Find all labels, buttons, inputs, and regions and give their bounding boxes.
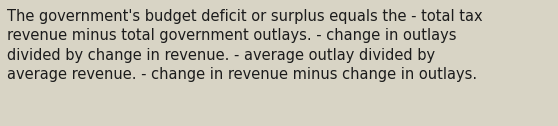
Text: The government's budget deficit or surplus equals the - total tax
revenue minus : The government's budget deficit or surpl… [7,9,482,83]
